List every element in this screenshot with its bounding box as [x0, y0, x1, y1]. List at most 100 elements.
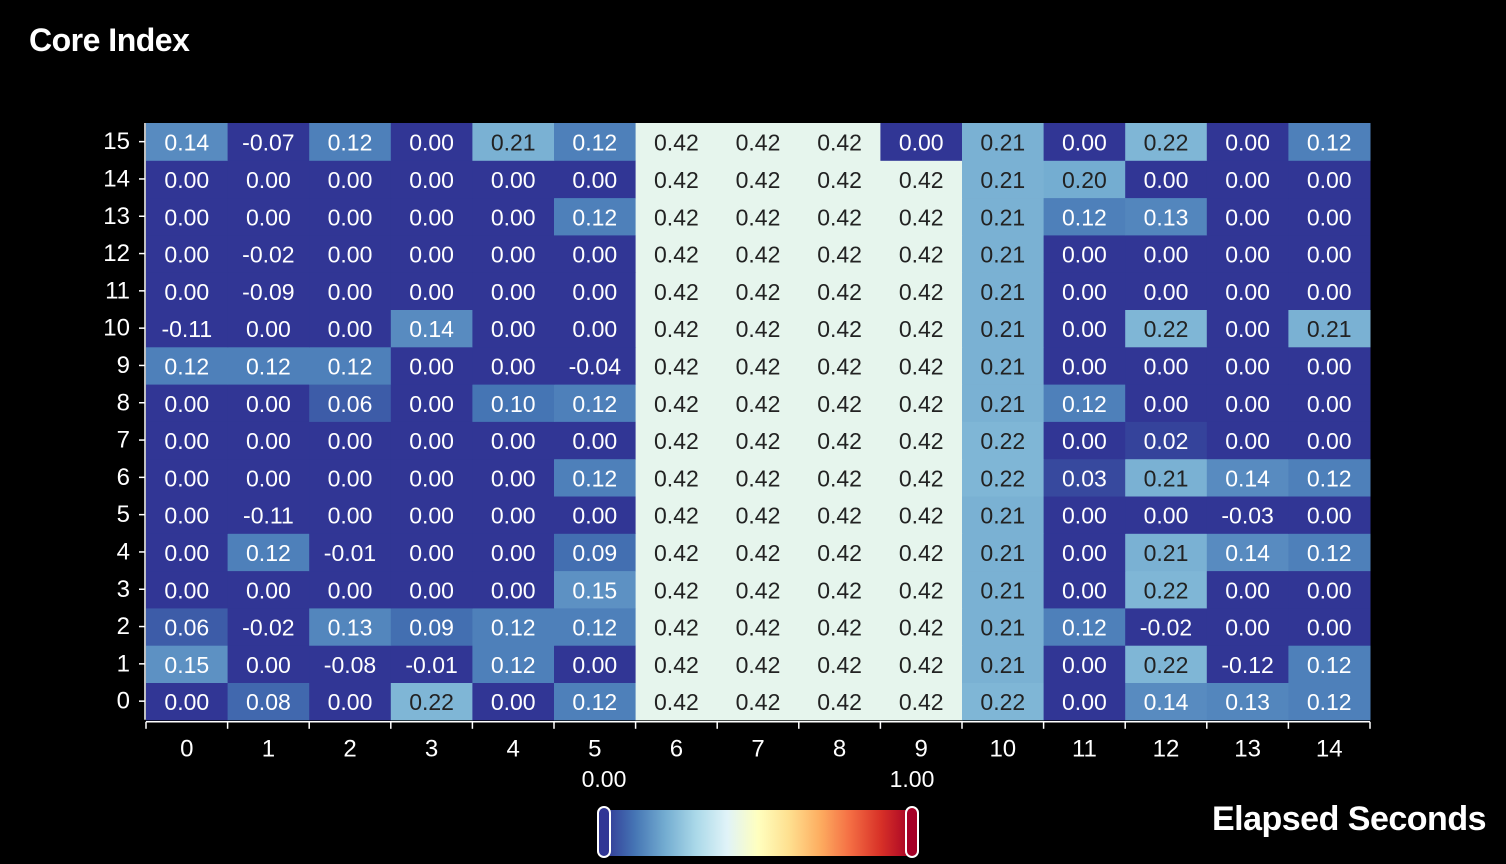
heatmap-cell	[227, 533, 310, 572]
cell-value-label: 0.00	[1144, 353, 1189, 379]
heatmap-cell	[962, 496, 1045, 534]
cell-value-label: 0.00	[1062, 279, 1107, 305]
cell-value-label: 0.42	[654, 428, 699, 454]
heatmap-cell	[798, 496, 881, 534]
heatmap-cell	[798, 607, 881, 646]
cell-value-label: 0.42	[899, 503, 944, 529]
cell-value-label: 0.00	[409, 167, 454, 193]
cell-value-label: 0.12	[246, 540, 291, 566]
cell-value-label: 0.42	[899, 353, 944, 379]
cell-value-label: 0.10	[491, 391, 536, 417]
cell-value-label: 0.42	[736, 353, 781, 379]
cell-value-label: 0.00	[491, 242, 536, 268]
heatmap-cell	[472, 160, 555, 199]
cell-value-label: 0.00	[1144, 167, 1189, 193]
cell-value-label: 0.42	[899, 242, 944, 268]
heatmap-cell	[1288, 533, 1371, 572]
cell-value-label: 0.00	[328, 689, 373, 715]
heatmap-cell	[962, 421, 1045, 460]
heatmap-cell	[717, 607, 800, 646]
heatmap-cell	[227, 607, 310, 646]
cell-value-label: 0.22	[1144, 577, 1189, 603]
cell-value-label: 0.42	[736, 503, 781, 529]
heatmap-cell	[880, 682, 963, 721]
cell-value-label: 0.00	[164, 465, 209, 491]
cell-value-label: 0.00	[491, 465, 536, 491]
y-axis-title: Core Index	[29, 22, 190, 58]
heatmap-cell	[880, 346, 963, 385]
heatmap-cell	[1288, 197, 1371, 236]
y-tick-label: 1	[117, 650, 130, 677]
colorbar-min-handle[interactable]	[597, 806, 611, 858]
heatmap-cell	[962, 272, 1045, 310]
heatmap-cell	[554, 309, 637, 348]
heatmap-cell	[146, 570, 229, 609]
cell-value-label: 0.00	[328, 503, 373, 529]
heatmap-cell	[962, 682, 1045, 721]
heatmap-cell	[146, 384, 229, 422]
heatmap-cell	[309, 533, 392, 572]
heatmap-cell	[146, 197, 229, 236]
cell-value-label: 0.42	[899, 391, 944, 417]
heatmap-cell	[554, 607, 637, 646]
cell-value-label: 0.00	[164, 167, 209, 193]
heatmap-cell	[472, 533, 555, 572]
cell-value-label: 0.00	[164, 689, 209, 715]
cell-value-label: 0.00	[1062, 242, 1107, 268]
heatmap-cell	[390, 607, 473, 646]
heatmap-cell	[635, 384, 718, 422]
cell-value-label: 0.00	[1062, 652, 1107, 678]
cell-value-label: 0.12	[491, 652, 536, 678]
cell-value-label: 0.12	[1307, 465, 1352, 491]
cell-value-label: 0.42	[899, 167, 944, 193]
heatmap-cell	[962, 384, 1045, 422]
heatmap-cell	[309, 645, 392, 683]
cell-value-label: 0.21	[980, 167, 1025, 193]
heatmap-cell	[717, 458, 800, 497]
cell-value-label: 0.00	[246, 316, 291, 342]
heatmap-cell	[1206, 272, 1289, 310]
colorbar-max-handle[interactable]	[905, 806, 919, 858]
cell-value-label: 0.42	[654, 204, 699, 230]
cell-value-label: 0.14	[164, 130, 209, 156]
cell-value-label: 0.42	[654, 353, 699, 379]
cell-value-label: 0.42	[899, 540, 944, 566]
cell-value-label: 0.00	[164, 428, 209, 454]
heatmap-cell	[798, 123, 881, 161]
heatmap-cell	[1125, 421, 1208, 460]
heatmap-cell	[1043, 197, 1126, 236]
x-tick-label: 10	[989, 735, 1016, 762]
heatmap-cell	[227, 421, 310, 460]
heatmap-cell	[798, 533, 881, 572]
cell-value-label: 0.12	[1062, 615, 1107, 641]
cell-value-label: 0.12	[572, 689, 617, 715]
cell-value-label: 0.00	[899, 130, 944, 156]
cell-value-label: 0.21	[980, 242, 1025, 268]
heatmap-cell	[1125, 645, 1208, 683]
colorbar-min-label: 0.00	[581, 766, 627, 792]
cell-value-label: 0.21	[980, 353, 1025, 379]
heatmap-cell	[1125, 123, 1208, 161]
cell-value-label: 0.42	[817, 130, 862, 156]
heatmap-cell	[962, 458, 1045, 497]
cell-value-label: 0.00	[328, 204, 373, 230]
heatmap-cell	[1288, 607, 1371, 646]
cell-value-label: 0.00	[1225, 130, 1270, 156]
y-tick-label: 9	[117, 352, 130, 379]
x-tick-label: 2	[343, 735, 356, 762]
heatmap-cell	[1125, 234, 1208, 273]
cell-value-label: 0.00	[409, 204, 454, 230]
heatmap-cell	[798, 645, 881, 683]
heatmap-cell	[1043, 421, 1126, 460]
y-tick-label: 6	[117, 464, 130, 491]
heatmap-cell	[962, 607, 1045, 646]
heatmap-cell	[309, 570, 392, 609]
heatmap-cell	[1043, 160, 1126, 199]
heatmap-cell	[227, 272, 310, 310]
cell-value-label: 0.42	[899, 428, 944, 454]
heatmap-cell	[1125, 272, 1208, 310]
cell-value-label: 0.42	[817, 391, 862, 417]
heatmap-cell	[472, 272, 555, 310]
cell-value-label: 0.22	[980, 689, 1025, 715]
